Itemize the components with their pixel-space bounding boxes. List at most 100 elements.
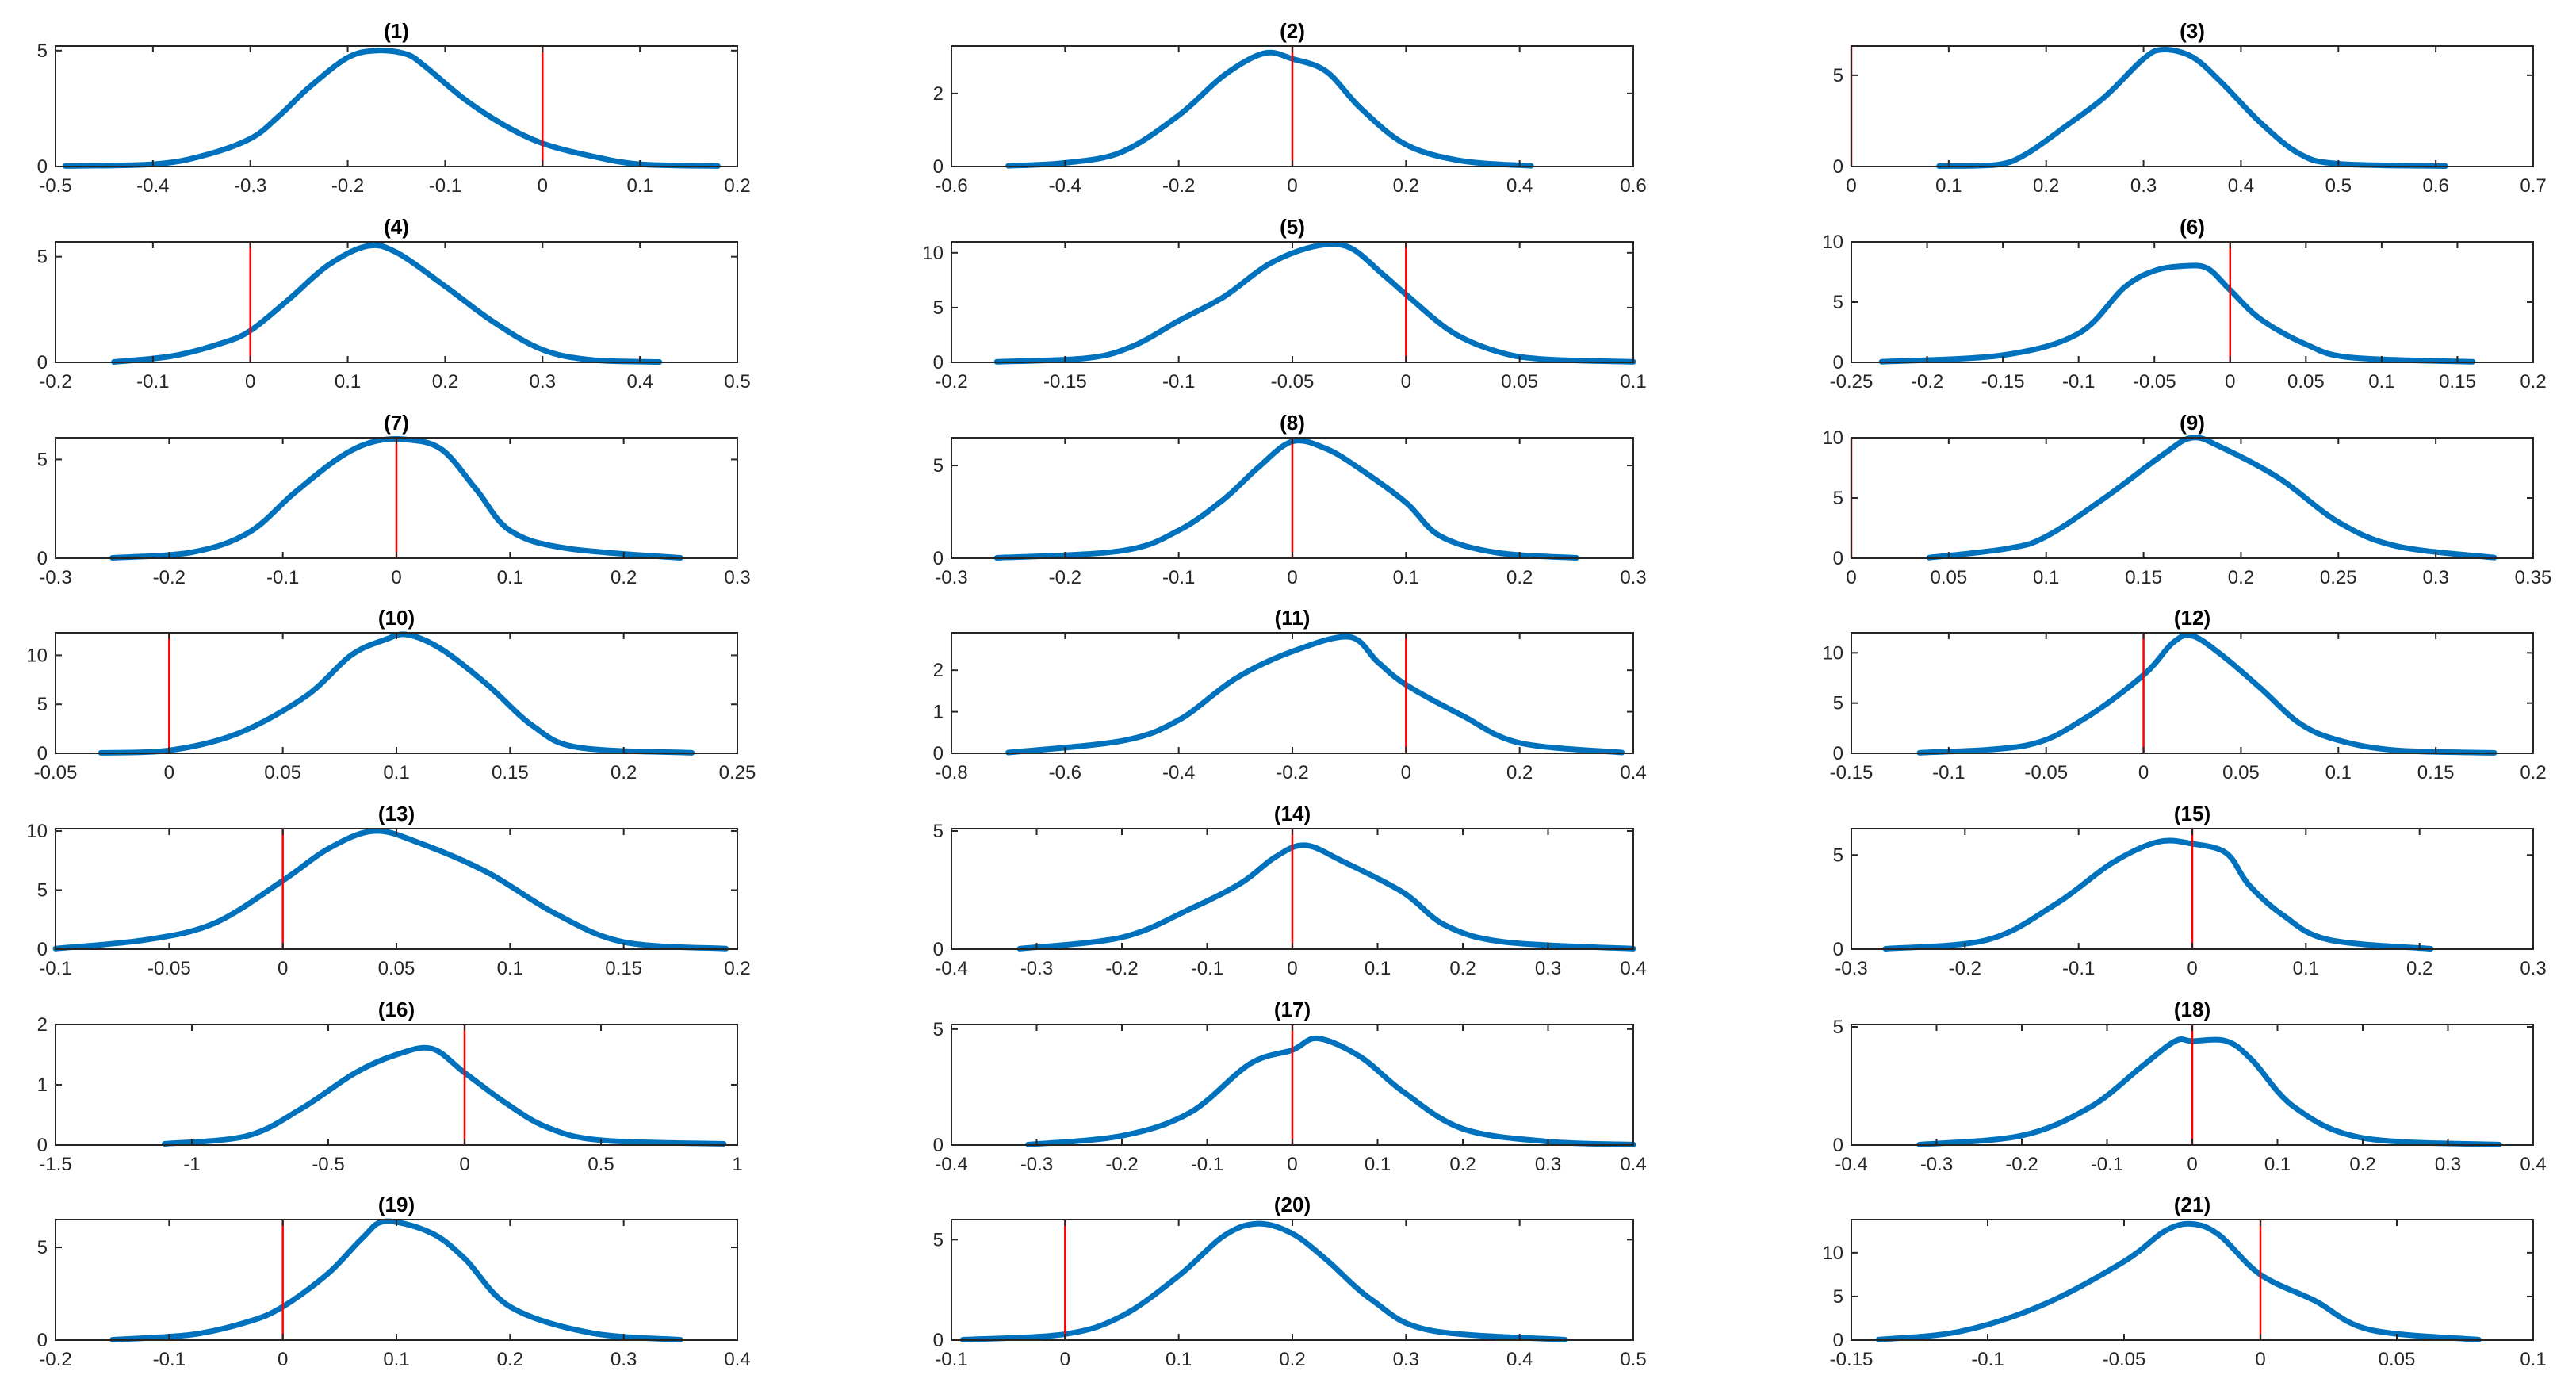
x-tick-label: 0.35 — [2515, 567, 2552, 588]
y-tick-label: 1 — [37, 1074, 48, 1096]
x-tick-label: 0.15 — [492, 762, 529, 783]
y-tick-label: 5 — [933, 297, 944, 319]
x-tick-label: -0.6 — [1049, 762, 1081, 783]
x-tick-label: 0.2 — [1393, 175, 1419, 197]
x-tick-label: -0.4 — [935, 1154, 967, 1175]
x-tick-label: -0.1 — [2062, 371, 2095, 393]
x-tick-label: -0.2 — [153, 567, 186, 588]
y-tick-label: 0 — [1833, 548, 1843, 569]
x-tick-label: -0.3 — [1020, 1154, 1053, 1175]
y-tick-label: 5 — [933, 455, 944, 477]
x-tick-label: 0.25 — [719, 762, 756, 783]
panel-11: -0.8 -0.6 -0.4 -0.2 0 0.2 0.4 0 1 2 (11) — [933, 606, 1647, 783]
x-tick-label: 0.2 — [432, 371, 458, 393]
x-tick-label: 0.2 — [611, 567, 637, 588]
x-tick-label: -0.1 — [935, 1349, 967, 1370]
y-tick-label: 5 — [1833, 845, 1843, 866]
x-tick-label: -0.1 — [2091, 1154, 2123, 1175]
y-tick-label: 10 — [1822, 642, 1843, 664]
y-tick-label: 0 — [1833, 156, 1843, 178]
x-tick-label: -0.05 — [2103, 1349, 2146, 1370]
x-tick-label: 0.3 — [724, 567, 750, 588]
x-tick-label: 0.6 — [1620, 175, 1646, 197]
x-tick-label: 0.4 — [1620, 762, 1646, 783]
density-curve — [1878, 262, 2476, 365]
x-tick-label: -0.2 — [39, 1349, 71, 1370]
x-tick-label: 0 — [1287, 175, 1297, 197]
panel-title: (13) — [378, 802, 415, 825]
x-tick-label: 0.1 — [1166, 1349, 1192, 1370]
x-tick-label: 0.05 — [264, 762, 301, 783]
density-curve — [1936, 47, 2448, 169]
x-tick-label: 0.3 — [1620, 567, 1646, 588]
panel-title: (4) — [384, 215, 409, 239]
y-tick-label: 0 — [933, 939, 944, 960]
x-tick-label: 0.2 — [1506, 762, 1533, 783]
x-tick-label: 0.4 — [2520, 1154, 2546, 1175]
x-tick-label: -0.15 — [1830, 1349, 1874, 1370]
x-tick-label: -0.05 — [2133, 371, 2176, 393]
x-tick-label: 0.1 — [335, 371, 361, 393]
y-tick-label: 5 — [37, 1237, 48, 1258]
x-tick-label: 0.1 — [383, 1349, 409, 1370]
density-curve — [111, 242, 663, 365]
y-tick-label: 0 — [37, 1135, 48, 1156]
x-tick-label: 0 — [278, 1349, 288, 1370]
x-tick-label: -0.2 — [1162, 175, 1195, 197]
x-tick-label: -0.05 — [1271, 371, 1315, 393]
panel-20: -0.1 0 0.1 0.2 0.3 0.4 0.505(20) — [933, 1193, 1647, 1370]
y-tick-label: 5 — [37, 247, 48, 268]
x-tick-label: 0 — [2187, 958, 2197, 979]
density-curve — [109, 436, 683, 561]
panel-title: (5) — [1280, 215, 1305, 239]
x-tick-label: 0.05 — [2222, 762, 2260, 783]
density-curve — [162, 1044, 727, 1147]
x-tick-label: 0.7 — [2520, 175, 2546, 197]
y-tick-label: 5 — [37, 40, 48, 62]
y-tick-label: 5 — [1833, 65, 1843, 86]
x-tick-label: 0.2 — [2228, 567, 2254, 588]
y-tick-label: 0 — [933, 156, 944, 178]
panel-title: (20) — [1274, 1193, 1311, 1216]
x-tick-label: -0.1 — [1162, 567, 1195, 588]
x-tick-label: 0 — [278, 958, 288, 979]
x-tick-label: 0.3 — [530, 371, 556, 393]
y-tick-label: 5 — [933, 1019, 944, 1040]
panel-13: -0.1 -0.05 0 0.05 0.1 0.15 0.2 0 5 10 (13) — [26, 802, 750, 979]
x-tick-label: 0.1 — [2033, 567, 2059, 588]
y-tick-label: 10 — [1822, 1243, 1843, 1264]
x-tick-label: -1 — [183, 1154, 200, 1175]
x-tick-label: 0.1 — [2368, 371, 2394, 393]
x-tick-label: -0.1 — [153, 1349, 186, 1370]
x-tick-label: 0.1 — [2293, 958, 2319, 979]
y-tick-label: 10 — [26, 645, 48, 666]
x-tick-label: 0.3 — [1393, 1349, 1419, 1370]
x-tick-label: 0.5 — [588, 1154, 614, 1175]
x-tick-label: -0.4 — [1162, 762, 1195, 783]
y-tick-label: 5 — [37, 694, 48, 715]
x-tick-label: 0.5 — [1620, 1349, 1646, 1370]
y-tick-label: 0 — [933, 1330, 944, 1351]
x-tick-label: 0.05 — [2287, 371, 2325, 393]
x-tick-label: -0.3 — [1020, 958, 1053, 979]
x-tick-label: 0.15 — [605, 958, 642, 979]
x-tick-label: 0.15 — [2439, 371, 2476, 393]
x-tick-label: -0.15 — [1043, 371, 1087, 393]
x-tick-label: -0.05 — [34, 762, 78, 783]
x-tick-label: 0.1 — [2520, 1349, 2546, 1370]
x-tick-label: -0.4 — [136, 175, 169, 197]
x-tick-label: 0.25 — [2320, 567, 2357, 588]
x-tick-label: -0.6 — [935, 175, 967, 197]
y-tick-label: 0 — [933, 548, 944, 569]
x-tick-label: -0.3 — [935, 567, 967, 588]
x-tick-label: -0.2 — [1276, 762, 1308, 783]
x-tick-label: 0.2 — [611, 762, 637, 783]
panel-14: -0.4 -0.3 -0.2 -0.1 0 0.1 0.2 0.3 0.4 0 5 (14) — [933, 802, 1647, 979]
x-tick-label: 0.2 — [1449, 958, 1476, 979]
axes-box — [951, 241, 1634, 363]
x-tick-label: 0 — [538, 175, 548, 197]
x-tick-label: 0.1 — [2325, 762, 2352, 783]
y-tick-label: 0 — [933, 743, 944, 764]
density-curve — [98, 631, 695, 756]
x-tick-label: 0.2 — [2406, 958, 2432, 979]
